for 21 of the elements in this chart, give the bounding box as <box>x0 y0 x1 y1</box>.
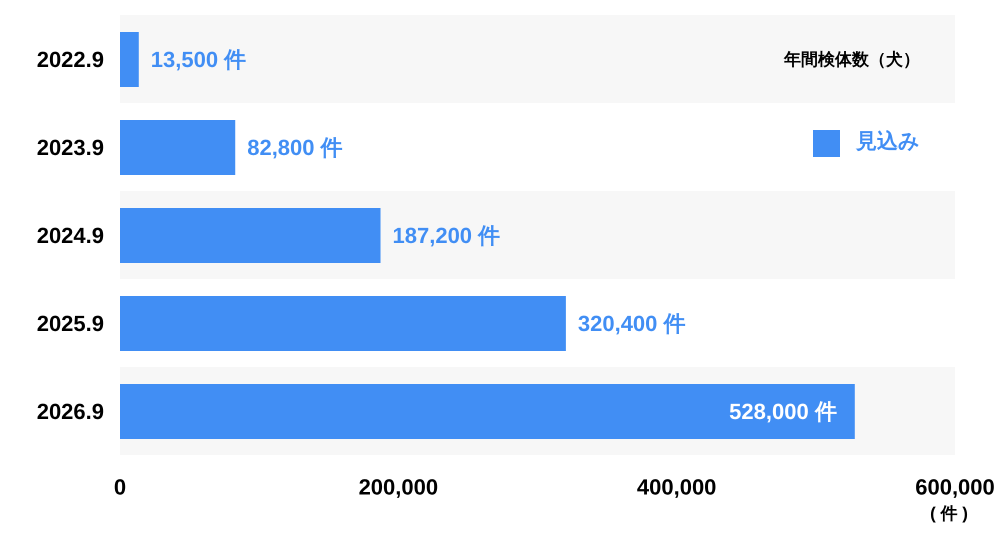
x-axis-title: ( 件 ) <box>930 504 968 523</box>
y-tick-label: 2024.9 <box>36 222 104 248</box>
data-label: 13,500 件 <box>150 47 246 72</box>
y-tick-label: 2025.9 <box>36 310 104 336</box>
x-tick-label: 400,000 <box>636 474 716 500</box>
bar <box>120 32 139 87</box>
y-tick-label: 2023.9 <box>36 134 104 160</box>
data-label: 320,400 件 <box>578 311 686 336</box>
bar <box>120 296 566 351</box>
y-tick-label: 2022.9 <box>36 46 104 72</box>
x-tick-label: 0 <box>114 474 126 500</box>
y-tick-label: 2026.9 <box>36 398 104 424</box>
data-label: 187,200 件 <box>392 223 500 248</box>
legend-title: 年間検体数（犬） <box>784 49 920 71</box>
x-tick-label: 600,000 <box>915 474 995 500</box>
bar <box>120 120 236 175</box>
bar <box>120 208 381 263</box>
data-label: 528,000 件 <box>729 399 837 424</box>
legend-label: 見込み <box>856 130 920 153</box>
x-tick-label: 200,000 <box>358 474 438 500</box>
data-label: 82,800 件 <box>247 135 343 160</box>
